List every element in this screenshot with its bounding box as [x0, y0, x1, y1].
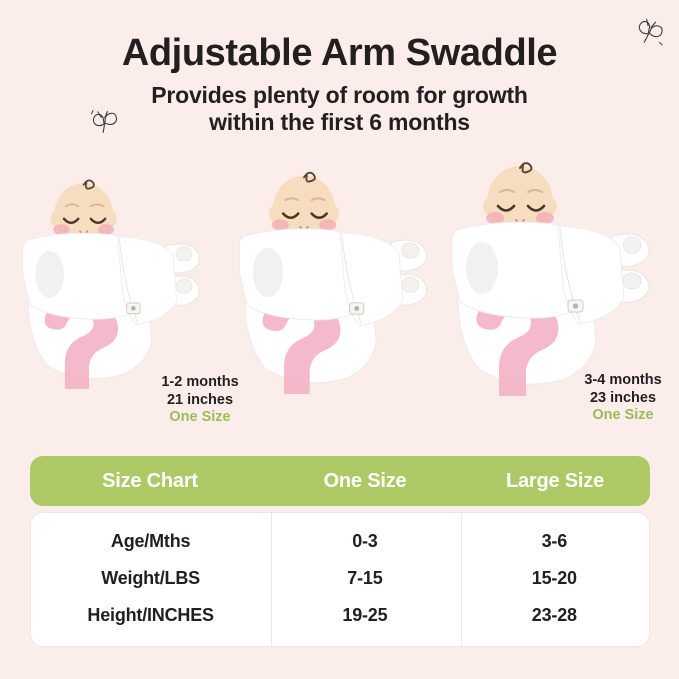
table-row: Weight/LBS 7-15 15-20	[31, 560, 649, 597]
row-one-size-value: 0-3	[352, 531, 378, 551]
row-label: Weight/LBS	[101, 568, 200, 588]
size-chart-header-large-size: Large Size	[505, 469, 605, 492]
swaddled-baby-icon	[12, 174, 227, 398]
swaddle-illustration-large: 4-6 months 28 inches Large Size	[440, 156, 679, 406]
swaddle-illustration-medium: 3-4 months 23 inches One Size	[228, 166, 662, 423]
row-large-size-value: 3-6	[541, 531, 568, 551]
caption-size: One Size	[592, 407, 654, 424]
row-label: Age/Mths	[110, 531, 191, 551]
page-subtitle: Provides plenty of room for growth withi…	[0, 82, 679, 136]
caption-length: 21 inches	[166, 391, 234, 408]
row-large-size-value: 23-28	[531, 605, 577, 625]
subtitle-line-1: Provides plenty of room for growth	[151, 81, 528, 108]
size-chart-header-label: Size Chart	[102, 469, 198, 492]
caption-age: 1-2 months	[161, 374, 239, 390]
butterfly-icon	[86, 104, 125, 143]
subtitle-line-2: within the first 6 months	[209, 109, 470, 136]
caption-length: 23 inches	[589, 389, 657, 406]
size-chart-body: Age/Mths 0-3 3-6 Weight/LBS 7-15 15-20 H…	[30, 512, 650, 647]
row-one-size-value: 19-25	[342, 605, 388, 625]
swaddle-illustration-small: 1-2 months 21 inches One Size	[12, 174, 239, 425]
caption-small: 1-2 months 21 inches One Size	[110, 374, 290, 427]
row-one-size-value: 7-15	[347, 568, 383, 588]
size-chart: Size Chart One Size Large Size Age/Mths …	[30, 456, 650, 647]
caption-size: One Size	[169, 409, 231, 426]
butterfly-icon	[628, 13, 671, 57]
size-chart-header-one-size: One Size	[323, 469, 407, 492]
page-title: Adjustable Arm Swaddle	[121, 32, 558, 74]
illustration-row: 1-2 months 21 inches One Size	[0, 152, 679, 425]
column-divider	[461, 513, 462, 646]
caption-age: 3-4 months	[584, 372, 662, 388]
table-row: Age/Mths 0-3 3-6	[31, 523, 649, 560]
column-divider	[271, 513, 272, 646]
size-chart-header-row: Size Chart One Size Large Size	[30, 456, 650, 506]
swaddled-baby-icon	[440, 156, 679, 406]
row-large-size-value: 15-20	[531, 568, 577, 588]
header: Adjustable Arm Swaddle Provides plenty o…	[0, 0, 679, 136]
row-label: Height/INCHES	[87, 605, 214, 625]
table-row: Height/INCHES 19-25 23-28	[31, 597, 649, 634]
swaddled-baby-icon	[228, 166, 456, 404]
caption-medium: 3-4 months 23 inches One Size	[533, 372, 679, 425]
